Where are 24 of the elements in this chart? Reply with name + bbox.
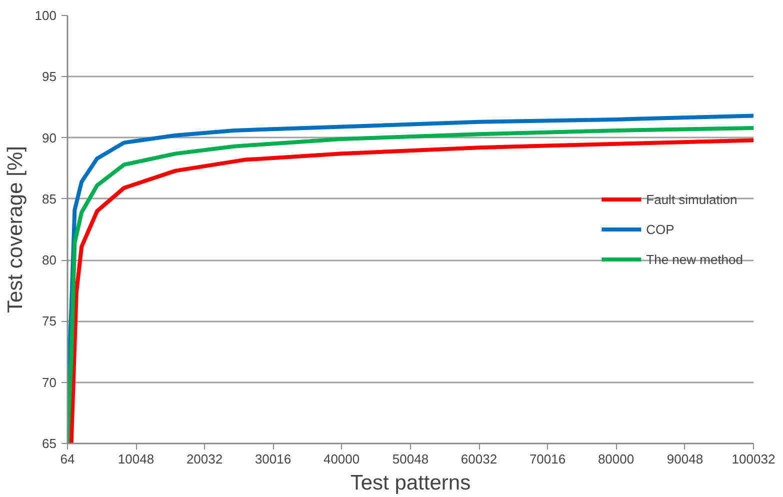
legend-label: The new method — [646, 252, 743, 266]
x-tick-label: 20032 — [186, 452, 223, 466]
x-tick-label: 100032 — [732, 452, 776, 466]
x-axis-title: Test patterns — [350, 472, 471, 494]
x-tick-label: 50048 — [392, 452, 429, 466]
y-tick-label: 65 — [42, 436, 57, 451]
y-tick-label: 85 — [42, 191, 57, 206]
x-tick-label: 40000 — [323, 452, 360, 466]
x-tick-label: 90048 — [666, 452, 704, 466]
y-tick-label: 95 — [42, 69, 57, 84]
x-tick-label: 60032 — [460, 452, 498, 466]
legend-label: Fault simulation — [646, 192, 738, 206]
y-tick-label: 80 — [42, 252, 57, 268]
y-tick-label: 90 — [42, 130, 57, 146]
x-tick-label: 70016 — [529, 452, 566, 466]
y-tick-label: 75 — [42, 314, 57, 329]
x-tick-label: 80000 — [598, 452, 634, 466]
x-tick-label: 64 — [60, 452, 75, 466]
legend-label: COP — [646, 222, 674, 236]
y-tick-label: 100 — [34, 8, 57, 23]
x-tick-label: 10048 — [118, 452, 154, 466]
y-axis-title: Test coverage [%] — [4, 146, 27, 313]
x-tick-label: 30016 — [254, 452, 292, 466]
y-tick-label: 70 — [42, 374, 57, 390]
